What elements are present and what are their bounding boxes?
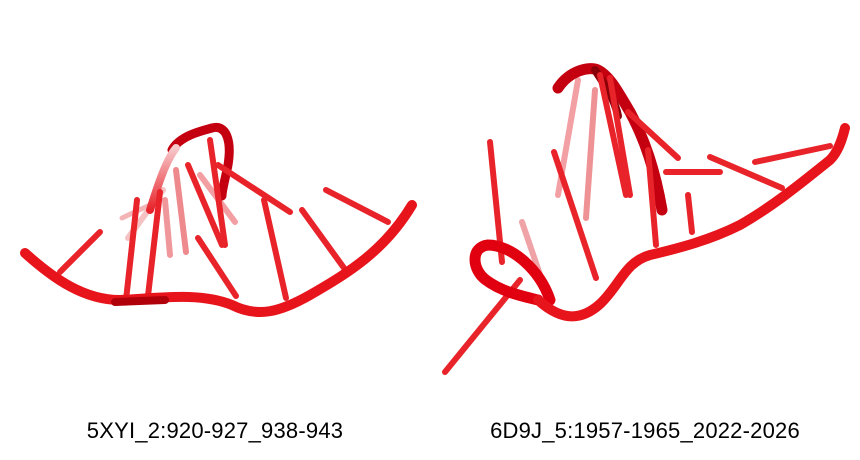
rna-structure-left (20, 122, 417, 317)
backbone-left (20, 200, 417, 317)
structure-panel-right: 6D9J_5:1957-1965_2022-2026 (430, 0, 860, 460)
structure-panel-left: 5XYI_2:920-927_938-943 (20, 122, 417, 443)
rna-structure-right (442, 63, 850, 375)
base-sticks-front (442, 72, 833, 375)
figure-caption-left: 5XYI_2:920-927_938-943 (86, 418, 344, 443)
base-sticks-front (57, 137, 391, 303)
backbone-loop-right (469, 239, 556, 306)
backbone-shadow-left (111, 296, 169, 306)
backbone-back-left (146, 144, 180, 214)
figure-caption-right: 6D9J_5:1957-1965_2022-2026 (490, 418, 800, 443)
backbone-right (533, 123, 850, 322)
hairpin-loop-left (167, 122, 234, 201)
